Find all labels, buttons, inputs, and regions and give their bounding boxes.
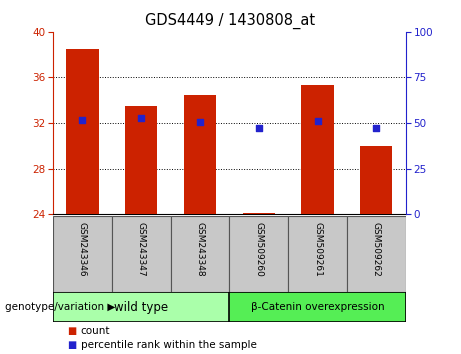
Text: ■: ■ [67,326,76,336]
Bar [171,216,229,292]
Text: GSM509261: GSM509261 [313,222,322,277]
Bar [53,216,112,292]
Text: GSM509260: GSM509260 [254,222,263,277]
Point [372,125,380,130]
Text: count: count [81,326,110,336]
Bar [288,216,347,292]
Text: GSM243346: GSM243346 [78,222,87,277]
Text: GSM243347: GSM243347 [136,222,146,277]
Text: β-Catenin overexpression: β-Catenin overexpression [251,302,384,312]
Bar [184,95,216,214]
Bar [360,146,392,214]
Text: genotype/variation ▶: genotype/variation ▶ [5,302,115,312]
Point [137,116,145,121]
Bar [112,216,171,292]
Text: GDS4449 / 1430808_at: GDS4449 / 1430808_at [145,12,316,29]
Text: percentile rank within the sample: percentile rank within the sample [81,340,257,350]
Text: GSM509262: GSM509262 [372,222,381,277]
Bar [230,216,288,292]
Text: ■: ■ [67,340,76,350]
Point [196,119,204,125]
Bar [66,49,99,214]
Point [79,117,86,122]
Bar [347,216,406,292]
Text: GSM243348: GSM243348 [195,222,205,277]
Bar [125,106,157,214]
Bar [242,213,275,214]
Point [255,125,262,130]
Text: wild type: wild type [114,301,168,314]
Point [314,118,321,124]
Bar [301,85,334,214]
